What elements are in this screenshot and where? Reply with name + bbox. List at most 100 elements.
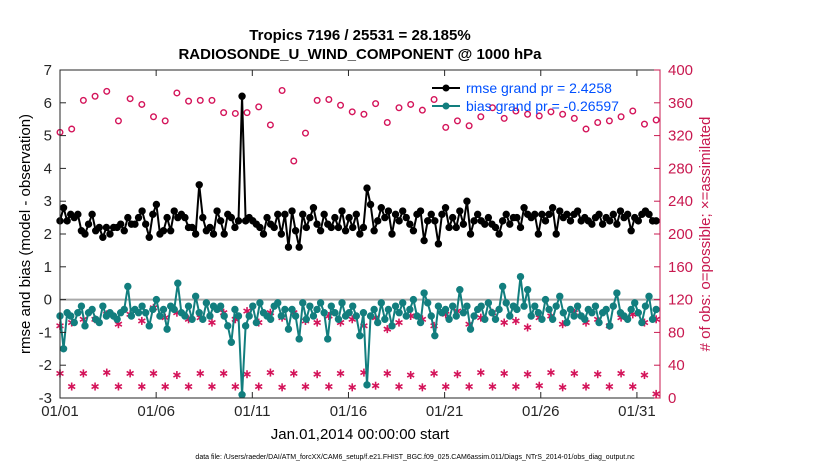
obs-possible-marker	[337, 101, 345, 109]
obs-assimilated-low-marker	[67, 382, 76, 391]
rmse-point	[59, 204, 68, 212]
bias-point	[591, 302, 600, 310]
obs-assimilated-low-marker	[640, 371, 649, 380]
rmse-point	[616, 207, 625, 215]
obs-possible-marker	[150, 113, 158, 121]
bias-point	[566, 305, 575, 314]
y-tick-label-right: 240	[668, 193, 693, 210]
rmse-point	[459, 220, 468, 228]
rmse-point	[141, 220, 150, 228]
rmse-point	[395, 217, 403, 225]
y-tick-label-left: -1	[39, 324, 52, 341]
bias-point	[527, 312, 535, 320]
obs-possible-marker	[477, 113, 485, 121]
rmse-point	[502, 210, 510, 219]
obs-assimilated-low-marker	[208, 382, 216, 391]
bias-point	[488, 309, 496, 317]
obs-possible-marker	[301, 129, 309, 137]
rmse-point	[209, 230, 218, 238]
obs-possible-marker	[68, 125, 76, 133]
rmse-point	[63, 217, 71, 225]
bias-point	[224, 322, 232, 330]
obs-assimilated-high-marker	[208, 318, 216, 327]
bias-point	[181, 312, 189, 320]
bias-point	[634, 309, 643, 317]
obs-assimilated-low-marker	[570, 369, 579, 378]
bias-point	[470, 312, 478, 320]
bias-point	[184, 302, 193, 310]
bias-point	[498, 282, 507, 291]
rmse-point	[391, 210, 400, 219]
obs-possible-marker	[173, 89, 181, 97]
rmse-point	[377, 204, 385, 212]
obs-assimilated-low-marker	[196, 369, 205, 378]
rmse-point	[163, 213, 171, 222]
obs-possible-marker	[383, 118, 391, 126]
bias-point	[495, 305, 503, 314]
obs-possible-marker	[629, 107, 637, 115]
bias-point	[163, 325, 171, 333]
bias-point	[477, 302, 485, 310]
obs-possible-marker	[220, 109, 228, 117]
obs-possible-marker	[91, 92, 99, 100]
bias-point	[74, 309, 82, 317]
rmse-point	[195, 181, 203, 189]
rmse-point	[359, 223, 368, 232]
obs-assimilated-low-marker	[289, 369, 298, 378]
obs-possible-marker	[570, 114, 578, 122]
bias-point	[170, 305, 178, 314]
bias-point	[149, 305, 157, 314]
rmse-point	[495, 230, 503, 238]
rmse-point	[320, 210, 328, 219]
rmse-point	[309, 204, 318, 212]
obs-assimilated-low-marker	[582, 382, 590, 391]
rmse-point	[484, 213, 493, 222]
bias-point	[220, 312, 228, 320]
obs-assimilated-low-marker	[383, 369, 392, 378]
rmse-point	[588, 220, 596, 228]
obs-assimilated-low-marker	[91, 382, 99, 391]
rmse-point	[327, 223, 336, 232]
bias-point	[641, 302, 650, 310]
obs-possible-marker	[395, 104, 403, 112]
obs-assimilated-low-marker	[395, 382, 403, 391]
y-axis-label-left: rmse and bias (model - observation)	[17, 114, 34, 354]
bias-point	[202, 299, 211, 307]
data-file-footnote: data file: /Users/raeder/DAI/ATM_forcXX/…	[195, 454, 635, 461]
obs-possible-marker	[442, 123, 450, 131]
rmse-point	[434, 240, 443, 248]
legend: rmse grand pr = 2.4258 bias grand pr = -…	[432, 80, 619, 114]
rmse-point	[345, 213, 353, 222]
bias-point	[434, 302, 443, 310]
rmse-point	[445, 223, 453, 232]
axes-layer: 01/01 01/06 01/11 01/16 01/21 01/26 01/31 -3 -2 -…	[39, 62, 693, 420]
obs-possible-marker	[512, 107, 520, 115]
obs-assimilated-high-marker	[512, 316, 520, 325]
obs-assimilated-low-marker	[161, 382, 170, 391]
bias-point	[191, 292, 200, 301]
rmse-point	[520, 204, 528, 212]
obs-possible-marker	[430, 96, 438, 104]
bias-point	[159, 305, 168, 314]
bias-point	[309, 312, 318, 320]
obs-possible-marker	[103, 87, 111, 95]
obs-assimilated-low-marker	[605, 382, 614, 391]
bias-point	[288, 305, 296, 314]
y-tick-label-left: 3	[44, 193, 52, 210]
bias-point	[374, 318, 382, 327]
bias-point	[241, 322, 250, 330]
obs-assimilated-low-marker	[324, 382, 333, 391]
y-tick-label-left: 0	[44, 292, 52, 309]
bias-point	[559, 309, 568, 317]
y-tick-label-right: 200	[668, 226, 693, 243]
bias-point	[441, 305, 450, 314]
rmse-point	[81, 230, 89, 238]
rmse-point	[470, 217, 478, 225]
rmse-point	[95, 223, 103, 232]
x-tick-label: 01/01	[41, 403, 79, 420]
rmse-point	[452, 223, 460, 232]
obs-assimilated-low-marker	[173, 371, 181, 380]
obs-possible-marker	[465, 122, 473, 130]
obs-possible-marker	[594, 118, 602, 126]
bias-point	[313, 305, 321, 314]
